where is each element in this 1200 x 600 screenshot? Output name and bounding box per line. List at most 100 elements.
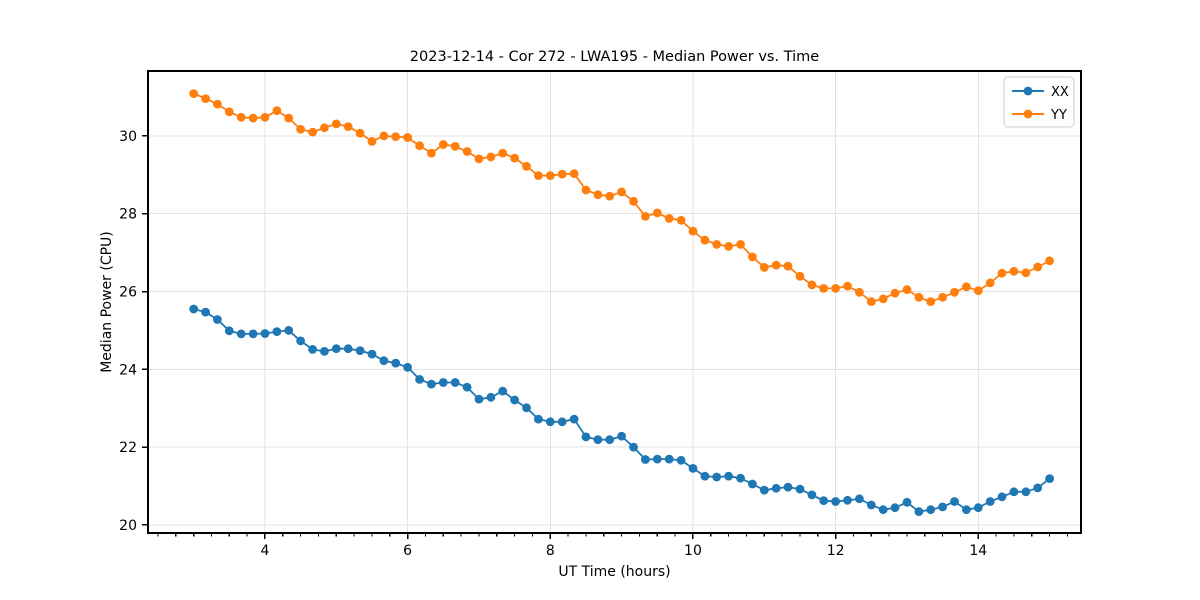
series-XX-point	[379, 356, 389, 366]
x-axis-tick-label: 4	[261, 543, 270, 559]
axes-background	[148, 71, 1081, 533]
series-XX-point	[343, 344, 353, 354]
series-XX-point	[1009, 487, 1019, 497]
series-YY-point	[522, 161, 531, 171]
series-XX-point	[914, 507, 924, 516]
series-YY-point	[486, 152, 496, 162]
x-axis-label: UT Time (hours)	[558, 564, 671, 580]
series-XX-point	[688, 464, 698, 473]
series-XX-point	[272, 327, 282, 336]
series-YY-point	[973, 286, 983, 296]
series-XX-point	[450, 378, 460, 387]
series-YY-point	[688, 226, 698, 236]
series-XX-point	[962, 505, 971, 515]
series-XX-point	[224, 326, 234, 336]
series-XX-point	[403, 362, 412, 372]
series-XX-point	[260, 329, 270, 338]
series-YY-point	[438, 140, 448, 149]
series-XX-point	[201, 307, 211, 317]
series-YY-point	[248, 113, 258, 123]
series-YY-point	[545, 171, 555, 181]
series-XX-point	[676, 455, 686, 465]
series-XX-point	[795, 484, 805, 494]
series-YY-point	[902, 285, 912, 294]
series-XX-point	[985, 497, 995, 506]
x-axis-tick-label: 10	[684, 543, 702, 559]
series-XX-point	[783, 482, 793, 492]
series-YY-point	[985, 278, 995, 288]
series-XX-point	[331, 344, 341, 354]
series-XX-point	[391, 358, 401, 368]
series-XX-point	[296, 336, 305, 346]
legend-label-YY: YY	[1050, 108, 1067, 123]
series-XX-point	[1033, 483, 1043, 493]
series-YY-point	[759, 263, 769, 272]
series-YY-point	[736, 240, 745, 249]
series-YY-point	[617, 187, 626, 197]
series-YY-point	[878, 294, 888, 304]
series-XX-point	[771, 483, 781, 493]
x-axis-tick-label: 8	[546, 543, 555, 559]
series-XX-point	[213, 315, 222, 324]
y-axis-tick-label: 30	[119, 129, 137, 145]
y-axis-tick-label: 22	[119, 440, 137, 456]
series-YY-point	[831, 284, 840, 293]
x-axis-tick-label: 14	[969, 543, 987, 559]
series-XX-point	[462, 382, 472, 392]
series-XX-point	[557, 417, 567, 427]
series-YY-point	[569, 169, 579, 179]
series-XX-point	[629, 442, 638, 452]
series-YY-point	[320, 123, 329, 133]
series-XX-point	[664, 454, 674, 464]
series-XX-point	[652, 454, 662, 464]
series-XX-point	[831, 497, 840, 506]
series-XX-point	[973, 503, 983, 513]
series-YY-point	[783, 261, 793, 271]
series-XX-point	[534, 414, 543, 424]
series-YY-point	[890, 288, 900, 298]
chart-title: 2023-12-14 - Cor 272 - LWA195 - Median P…	[409, 49, 820, 65]
series-YY-point	[474, 154, 484, 164]
series-YY-point	[652, 208, 662, 218]
series-XX-point	[355, 346, 365, 355]
series-XX-point	[545, 417, 555, 427]
series-YY-point	[272, 106, 282, 116]
series-YY-point	[236, 112, 246, 122]
series-YY-point	[260, 112, 270, 122]
series-XX-point	[284, 326, 294, 335]
legend-label-XX: XX	[1051, 85, 1069, 100]
series-XX-point	[807, 490, 817, 500]
series-YY-point	[807, 280, 817, 290]
y-axis-tick-label: 24	[119, 362, 137, 378]
series-YY-point	[189, 89, 199, 98]
series-YY-point	[343, 122, 353, 131]
series-XX-point	[641, 455, 650, 464]
series-YY-point	[855, 287, 864, 297]
series-YY-point	[748, 252, 757, 262]
series-XX-point	[819, 496, 829, 506]
series-YY-point	[866, 297, 876, 306]
series-YY-point	[1045, 256, 1054, 266]
series-YY-point	[700, 235, 710, 245]
series-YY-point	[355, 128, 365, 138]
series-YY-point	[379, 131, 389, 141]
series-YY-point	[819, 284, 829, 293]
series-XX-point	[1021, 487, 1031, 497]
series-XX-point	[866, 500, 876, 510]
series-XX-point	[759, 485, 769, 495]
series-YY-point	[557, 169, 567, 179]
series-XX-point	[617, 431, 626, 441]
series-YY-point	[450, 142, 460, 151]
series-YY-point	[308, 127, 317, 137]
series-YY-point	[367, 137, 377, 146]
series-YY-point	[415, 141, 424, 151]
series-YY-point	[843, 281, 852, 291]
series-YY-point	[284, 113, 294, 123]
series-XX-point	[1045, 474, 1054, 483]
series-YY-point	[676, 215, 686, 225]
series-XX-point	[605, 435, 615, 445]
series-YY-point	[331, 119, 341, 129]
x-axis-tick-label: 6	[403, 543, 412, 559]
series-XX-point	[724, 471, 733, 481]
